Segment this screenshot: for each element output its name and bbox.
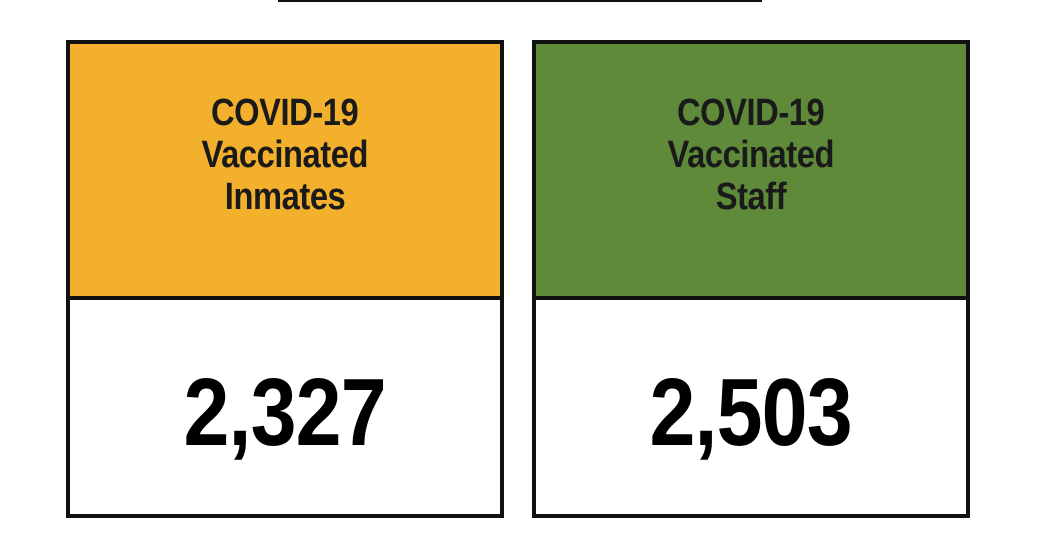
inmates-header-line-3: Inmates	[224, 176, 346, 218]
vaccinated-inmates-count: 2,327	[183, 359, 387, 466]
inmates-header-line-2: Vaccinated	[201, 134, 369, 176]
staff-header-line-1: COVID-19	[677, 92, 825, 134]
vaccinated-staff-header: COVID-19 Vaccinated Staff	[536, 44, 966, 300]
staff-header-line-3: Staff	[715, 176, 787, 218]
top-frame-box	[278, 0, 762, 2]
vaccinated-inmates-header: COVID-19 Vaccinated Inmates	[70, 44, 500, 300]
vaccinated-inmates-value-area: 2,327	[70, 300, 500, 514]
vaccinated-inmates-card: COVID-19 Vaccinated Inmates 2,327	[66, 40, 504, 518]
vaccinated-staff-value-area: 2,503	[536, 300, 966, 514]
inmates-header-line-1: COVID-19	[211, 92, 359, 134]
vaccinated-staff-card: COVID-19 Vaccinated Staff 2,503	[532, 40, 970, 518]
staff-header-line-2: Vaccinated	[667, 134, 835, 176]
vaccinated-staff-count: 2,503	[649, 359, 853, 466]
